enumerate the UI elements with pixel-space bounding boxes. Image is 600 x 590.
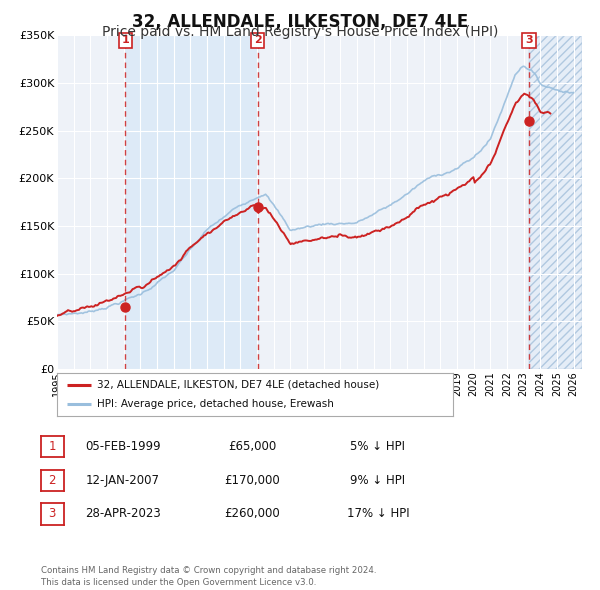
Text: Price paid vs. HM Land Registry's House Price Index (HPI): Price paid vs. HM Land Registry's House … [102,25,498,40]
Text: 2: 2 [254,35,262,45]
Text: 2: 2 [49,474,56,487]
Text: 3: 3 [525,35,533,45]
Text: 05-FEB-1999: 05-FEB-1999 [85,440,161,453]
Text: 1: 1 [121,35,129,45]
Text: 9% ↓ HPI: 9% ↓ HPI [350,474,406,487]
Text: 3: 3 [49,507,56,520]
Text: HPI: Average price, detached house, Erewash: HPI: Average price, detached house, Erew… [97,399,334,409]
Text: 28-APR-2023: 28-APR-2023 [85,507,161,520]
Text: £260,000: £260,000 [224,507,280,520]
Text: 5% ↓ HPI: 5% ↓ HPI [350,440,406,453]
Text: £65,000: £65,000 [228,440,276,453]
Text: 17% ↓ HPI: 17% ↓ HPI [347,507,409,520]
Text: 32, ALLENDALE, ILKESTON, DE7 4LE: 32, ALLENDALE, ILKESTON, DE7 4LE [132,13,468,31]
Bar [125,35,257,369]
Text: Contains HM Land Registry data © Crown copyright and database right 2024.
This d: Contains HM Land Registry data © Crown c… [41,566,376,587]
Text: 32, ALLENDALE, ILKESTON, DE7 4LE (detached house): 32, ALLENDALE, ILKESTON, DE7 4LE (detach… [97,380,379,390]
Text: £170,000: £170,000 [224,474,280,487]
Text: 12-JAN-2007: 12-JAN-2007 [86,474,160,487]
Text: 1: 1 [49,440,56,453]
Bar [529,35,582,369]
